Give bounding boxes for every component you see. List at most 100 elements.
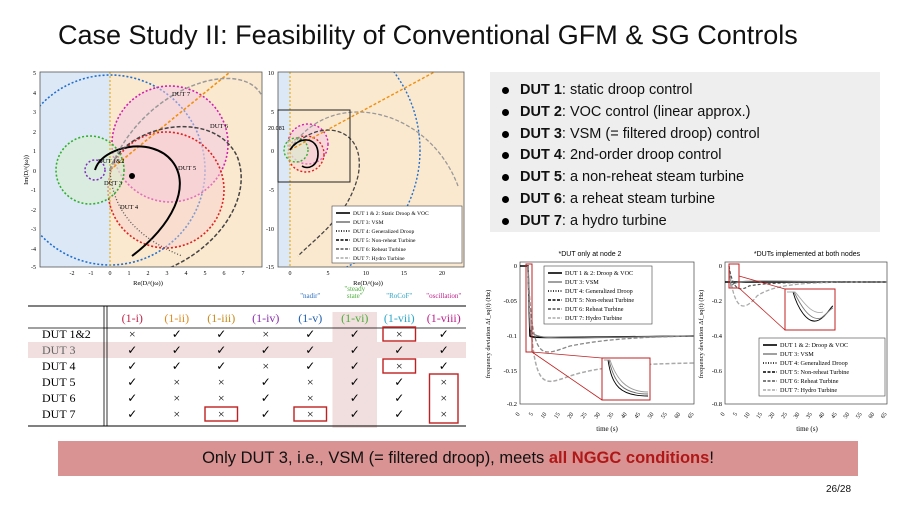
time-xtick: 30 [793,412,801,420]
right-xtick: 5 [327,271,330,277]
table-cell: × [129,327,136,341]
table-cell: × [173,375,180,389]
failure-box [204,406,239,422]
time-xtick: 40 [620,412,628,420]
left-ytick: 2 [33,130,36,136]
time-legend-entry: DUT 3: VSM [780,351,814,358]
table-cell: ✓ [305,359,315,373]
table-cell: ✓ [350,407,360,421]
table-note: "oscillation" [426,292,461,300]
table-cell: × [396,359,403,373]
table-cell: ✓ [350,359,360,373]
time-xtick: 20 [567,412,575,420]
dut3-label: DUT 3 [104,180,122,187]
time-xtick: 20 [768,412,776,420]
failure-box [428,373,459,424]
table-cell: × [218,375,225,389]
table-cell: ✓ [350,327,360,341]
failure-box [293,406,328,422]
left-ytick: -1 [31,188,36,194]
left-ytick: -3 [31,227,36,233]
bullet-item: DUT 4: 2nd-order droop control [502,145,880,167]
table-column-header: (1-iii) [207,311,235,325]
table-cell: ✓ [127,359,137,373]
table-column-header: (1-iv) [252,311,279,325]
table-cell: ✓ [172,327,182,341]
right-ytick: -15 [266,265,274,271]
time-xtick: 60 [674,412,682,420]
table-column-header: (1-i) [122,311,143,325]
table-cell: ✓ [439,343,449,357]
table-column-header: (1-viii) [427,311,461,325]
table-cell: × [173,391,180,405]
table-cell: ✓ [216,343,226,357]
time-xtick: 15 [756,412,764,420]
time-legend-entry: DUT 4: Generalized Droop [780,360,848,367]
right-ytick: 5 [271,110,274,116]
time-xtick: 35 [607,412,615,420]
table-cell: ✓ [439,327,449,341]
table-cell: ✓ [172,359,182,373]
time-xtick: 10 [540,412,548,420]
zoom-label: 20.081 [268,126,285,132]
time-right-ytick: -0.8 [712,401,722,408]
table-note: state" [347,292,363,300]
time-right-ytick: -0.4 [712,333,723,340]
time-right-xlabel: time (s) [796,425,818,433]
table-cell: × [173,407,180,421]
table-cell: ✓ [261,391,271,405]
conclusion-banner: Only DUT 3, i.e., VSM (= filtered droop)… [58,441,858,476]
right-xtick: 20 [439,271,445,277]
time-xtick: 65 [880,412,888,420]
table-cell: × [396,327,403,341]
table-note: "RoCoF" [386,292,412,300]
left-xtick: 5 [204,271,207,277]
right-ytick: 0 [271,149,274,155]
table-column-header: (1-vi) [341,311,368,325]
time-xtick: 55 [855,412,863,420]
time-left-ytick: -0.15 [503,368,517,375]
time-xtick: 45 [830,412,838,420]
table-note: "nadir" [300,292,320,300]
time-left-ytick: -0.1 [507,333,517,340]
table-cell: × [440,407,447,421]
time-legend-entry: DUT 4: Generalized Droop [565,288,633,295]
table-cell: ✓ [127,391,137,405]
nyquist-legend: DUT 1 & 2: Static Droop & VOC DUT 3: VSM… [331,205,463,264]
highlight-column [332,312,377,428]
table-cell: ✓ [350,391,360,405]
time-xtick: 40 [818,412,826,420]
left-ytick: 1 [33,149,36,155]
time-xtick: 0 [720,412,727,418]
table-cell: ✓ [394,343,404,357]
table-cell: ✓ [394,391,404,405]
time-xtick: 0 [515,412,522,418]
table-cell: × [218,391,225,405]
bullet-item: DUT 3: VSM (= filtered droop) control [502,124,880,146]
time-legend-entry: DUT 6: Reheat Turbine [780,378,839,385]
bullet-item: DUT 2: VOC control (linear approx.) [502,102,880,124]
nyq-legend-entry: DUT 6: Reheat Turbine [353,247,406,253]
table-cell: ✓ [216,359,226,373]
table-row-label: DUT 3 [42,343,75,357]
right-ytick: -5 [269,188,274,194]
table-cell: ✓ [127,375,137,389]
table-column-header: (1-v) [298,311,322,325]
table-cell: ✓ [305,343,315,357]
right-ytick: -10 [266,227,274,233]
left-xtick: 3 [166,271,169,277]
time-xtick: 45 [634,412,642,420]
table-row-label: DUT 1&2 [42,327,91,341]
table-row-label: DUT 4 [42,359,75,373]
time-xtick: 5 [732,412,739,418]
left-caption: *DUT only at node 2 [559,251,622,258]
time-xtick: 35 [806,412,814,420]
failure-box [382,358,417,374]
time-right-ytick: -0.2 [712,298,722,305]
table-row-label: DUT 6 [42,391,75,405]
time-xtick: 50 [843,412,851,420]
table-cell: ✓ [127,343,137,357]
left-ytick: 4 [33,91,36,97]
left-ytick: -2 [31,208,36,214]
